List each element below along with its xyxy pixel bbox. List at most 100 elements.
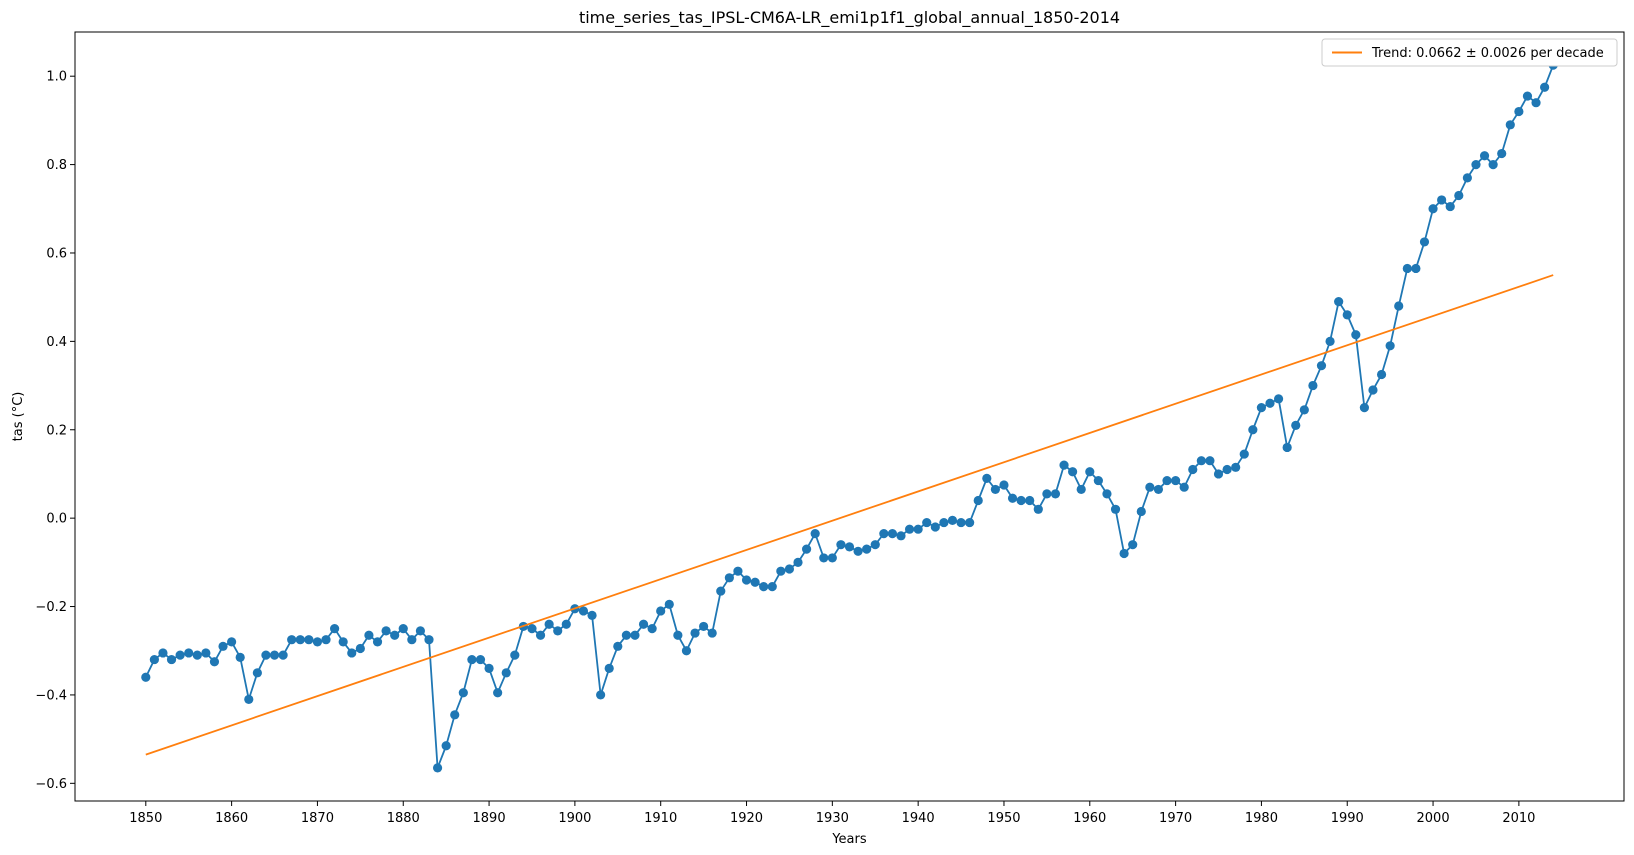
- data-point: [458, 688, 468, 698]
- data-point: [956, 517, 966, 528]
- data-point: [681, 646, 692, 656]
- data-point: [235, 652, 245, 662]
- data-point: [862, 544, 872, 554]
- data-point: [501, 668, 511, 678]
- data-point: [390, 630, 400, 640]
- data-point: [750, 577, 760, 587]
- data-point: [287, 635, 297, 645]
- data-point: [904, 524, 915, 534]
- data-point: [673, 630, 683, 640]
- data-point: [844, 542, 855, 552]
- data-point: [664, 599, 674, 609]
- data-point: [1196, 456, 1206, 466]
- data-point: [1128, 540, 1138, 550]
- data-point: [724, 573, 734, 583]
- y-tick-label: 0.0: [46, 512, 67, 527]
- data-point: [269, 650, 280, 660]
- data-point: [613, 641, 623, 651]
- x-tick-label: 1980: [1245, 811, 1278, 826]
- data-point: [1273, 394, 1284, 404]
- data-point: [261, 650, 271, 660]
- data-point: [1368, 385, 1378, 395]
- data-point: [690, 628, 700, 638]
- data-point: [364, 630, 374, 640]
- data-point: [699, 621, 709, 632]
- x-tick-label: 1990: [1331, 811, 1364, 826]
- data-point: [1282, 442, 1292, 453]
- data-point: [887, 529, 898, 539]
- data-point: [647, 624, 657, 634]
- data-point: [1153, 484, 1164, 495]
- data-point: [312, 637, 323, 647]
- data-point: [158, 648, 168, 658]
- data-point: [441, 741, 451, 751]
- x-tick-label: 1920: [730, 811, 763, 826]
- data-point: [870, 540, 880, 550]
- x-tick-label: 1950: [987, 811, 1020, 826]
- x-tick-label: 1930: [816, 811, 849, 826]
- data-point: [450, 710, 460, 720]
- legend: Trend: 0.0662 ± 0.0026 per decade: [1321, 38, 1618, 67]
- data-point: [1471, 159, 1481, 170]
- x-tick-label: 1890: [473, 811, 506, 826]
- data-point: [475, 654, 486, 665]
- data-point: [1093, 475, 1103, 486]
- x-axis-title: Years: [831, 832, 867, 847]
- trend-line: [145, 274, 1554, 756]
- y-tick-label: 1.0: [46, 70, 67, 85]
- data-point: [1265, 398, 1275, 408]
- x-axis: 1850 1860 1870 1880 1890 1900 1910 1920 1930 1940…: [129, 801, 1535, 826]
- data-point: [1205, 456, 1215, 466]
- data-point: [973, 495, 983, 506]
- data-point: [1179, 482, 1189, 492]
- data-point: [1033, 504, 1043, 514]
- data-point: [1376, 369, 1387, 380]
- data-point: [1016, 495, 1026, 506]
- data-point: [1136, 506, 1146, 517]
- data-point: [467, 654, 477, 665]
- data-point: [1454, 190, 1464, 201]
- data-point: [166, 654, 177, 665]
- data-point: [836, 540, 846, 550]
- data-point: [209, 657, 220, 667]
- data-point: [879, 529, 889, 539]
- data-point: [733, 566, 743, 576]
- data-point: [175, 650, 185, 660]
- chart-title: time_series_tas_IPSL-CM6A-LR_emi1p1f1_gl…: [579, 8, 1120, 28]
- data-point: [484, 663, 494, 674]
- data-point: [330, 624, 340, 634]
- data-point: [201, 648, 211, 658]
- data-point: [295, 635, 305, 645]
- data-point: [1308, 380, 1318, 391]
- data-point: [1291, 420, 1301, 430]
- data-point: [1531, 98, 1541, 108]
- data-point: [810, 529, 820, 539]
- data-point: [1007, 493, 1018, 503]
- data-point: [1248, 425, 1258, 435]
- data-point: [244, 694, 254, 704]
- data-point: [784, 564, 795, 574]
- data-point: [321, 635, 331, 645]
- data-point: [1445, 201, 1455, 212]
- data-point: [776, 566, 786, 576]
- data-point: [1385, 341, 1395, 351]
- data-point: [1059, 460, 1069, 470]
- data-point: [1334, 296, 1344, 307]
- data-point: [1428, 204, 1438, 214]
- data-point: [596, 690, 606, 700]
- data-point: [1488, 159, 1498, 170]
- data-point: [1222, 464, 1232, 475]
- data-point: [947, 515, 958, 525]
- data-point: [1394, 301, 1404, 311]
- x-tick-label: 1900: [558, 811, 591, 826]
- data-point: [630, 630, 640, 640]
- data-point: [1188, 464, 1198, 475]
- data-point: [759, 582, 769, 592]
- data-point: [1162, 475, 1172, 486]
- data-point: [535, 630, 546, 640]
- data-point: [1171, 475, 1181, 486]
- data-point: [1462, 173, 1472, 183]
- data-point: [741, 575, 752, 585]
